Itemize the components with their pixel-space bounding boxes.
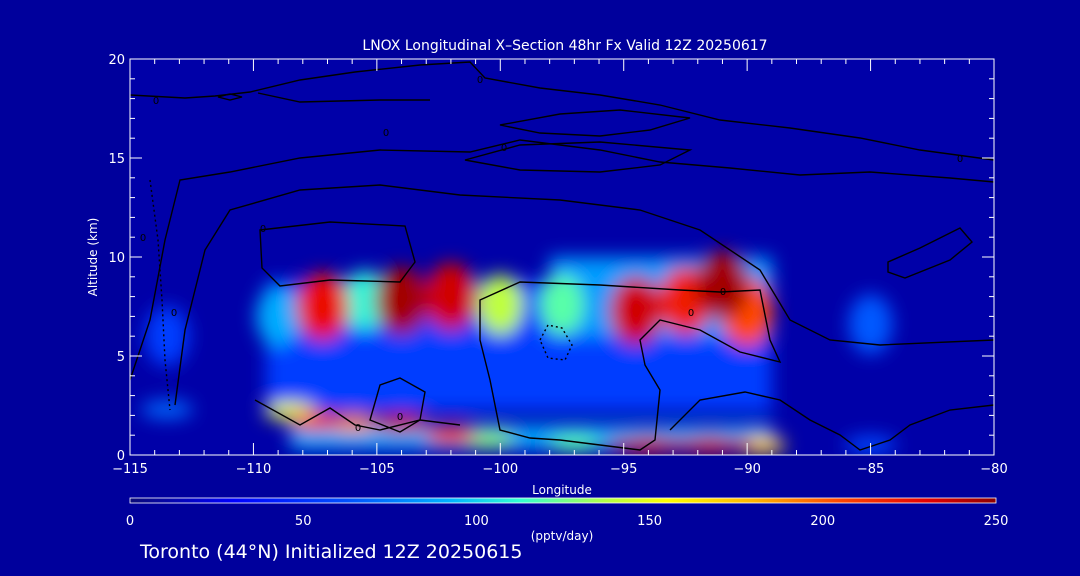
- contour-label: 0: [957, 154, 963, 165]
- heatmap-cell: [548, 434, 601, 453]
- heatmap-cell: [540, 274, 584, 335]
- heatmap-cell: [848, 294, 893, 355]
- heatmap-cell: [375, 266, 428, 335]
- contour-label: 0: [171, 308, 177, 319]
- y-tick-label: 10: [108, 251, 125, 266]
- heatmap-cell: [296, 272, 349, 341]
- x-tick-label: −95: [610, 462, 637, 477]
- contour-label: 0: [501, 143, 507, 154]
- contour-line: [130, 139, 994, 381]
- heatmap-cell: [611, 439, 753, 452]
- x-axis: −115 −110 −105 −100 −95 −90 −85 −80: [112, 59, 1008, 477]
- contour-line: [217, 93, 243, 101]
- y-tick-label: 20: [108, 53, 125, 68]
- contour-label: 0: [383, 128, 389, 139]
- footer-caption: Toronto (44°N) Initialized 12Z 20250615: [140, 541, 523, 563]
- heatmap-cell: [342, 270, 387, 331]
- heatmap-cell: [145, 306, 190, 367]
- contour-label: 0: [720, 287, 726, 298]
- colorbar-tick-label: 250: [984, 514, 1009, 529]
- colorbar-tick-label: 200: [810, 514, 835, 529]
- heatmap-cell: [289, 412, 342, 431]
- x-tick-label: −90: [733, 462, 760, 477]
- contour-line: [369, 377, 426, 433]
- heatmap-cell: [424, 262, 477, 331]
- contour-line: [479, 281, 782, 451]
- contour-line: [254, 399, 461, 431]
- contour-label: 0: [477, 75, 483, 86]
- x-axis-label: Longitude: [532, 483, 592, 497]
- contour-label: 0: [140, 233, 146, 244]
- contour-line: [887, 227, 973, 279]
- y-tick-label: 0: [117, 449, 125, 464]
- contour-lines: [130, 61, 994, 451]
- chart-title: LNOX Longitudinal X–Section 48hr Fx Vali…: [362, 38, 767, 54]
- contour-line: [464, 141, 693, 173]
- contour-line: [257, 92, 430, 103]
- colorbar: [129, 497, 997, 504]
- contour-line: [174, 184, 994, 406]
- contour-line: [259, 221, 416, 287]
- heatmap-cell: [424, 426, 477, 445]
- x-tick-label: −80: [980, 462, 1007, 477]
- heatmap-cell: [141, 400, 194, 419]
- contour-line: [130, 61, 994, 161]
- heatmap-cell: [478, 274, 523, 335]
- contour-label: 0: [153, 96, 159, 107]
- x-tick-label: −115: [112, 462, 148, 477]
- x-tick-label: −110: [236, 462, 272, 477]
- x-tick-label: −85: [857, 462, 884, 477]
- heatmap-cell: [610, 276, 663, 345]
- heatmap-cell: [696, 250, 749, 319]
- x-tick-label: −100: [482, 462, 518, 477]
- contour-line-dashed: [539, 324, 573, 361]
- y-tick-label: 5: [117, 350, 125, 365]
- contour-label: 0: [355, 423, 361, 434]
- contour-line: [669, 391, 994, 451]
- contour-label: 0: [688, 308, 694, 319]
- contour-line-dashed: [149, 179, 171, 411]
- colorbar-tick-label: 50: [295, 514, 312, 529]
- colorbar-label: (pptv/day): [531, 529, 594, 543]
- y-axis: 0 5 10 15 20: [108, 53, 994, 464]
- heatmap-cell: [256, 286, 301, 347]
- colorbar-tick-label: 100: [464, 514, 489, 529]
- contour-line: [499, 109, 691, 137]
- colorbar-tick-label: 150: [637, 514, 662, 529]
- colorbar-tick-label: 0: [126, 514, 134, 529]
- colorbar-ticks: 0 50 100 150 200 250: [126, 514, 1009, 529]
- y-tick-label: 15: [108, 152, 125, 167]
- contour-label: 0: [260, 224, 266, 235]
- x-tick-label: −105: [359, 462, 395, 477]
- y-axis-label: Altitude (km): [86, 218, 100, 297]
- contour-label: 0: [397, 412, 403, 423]
